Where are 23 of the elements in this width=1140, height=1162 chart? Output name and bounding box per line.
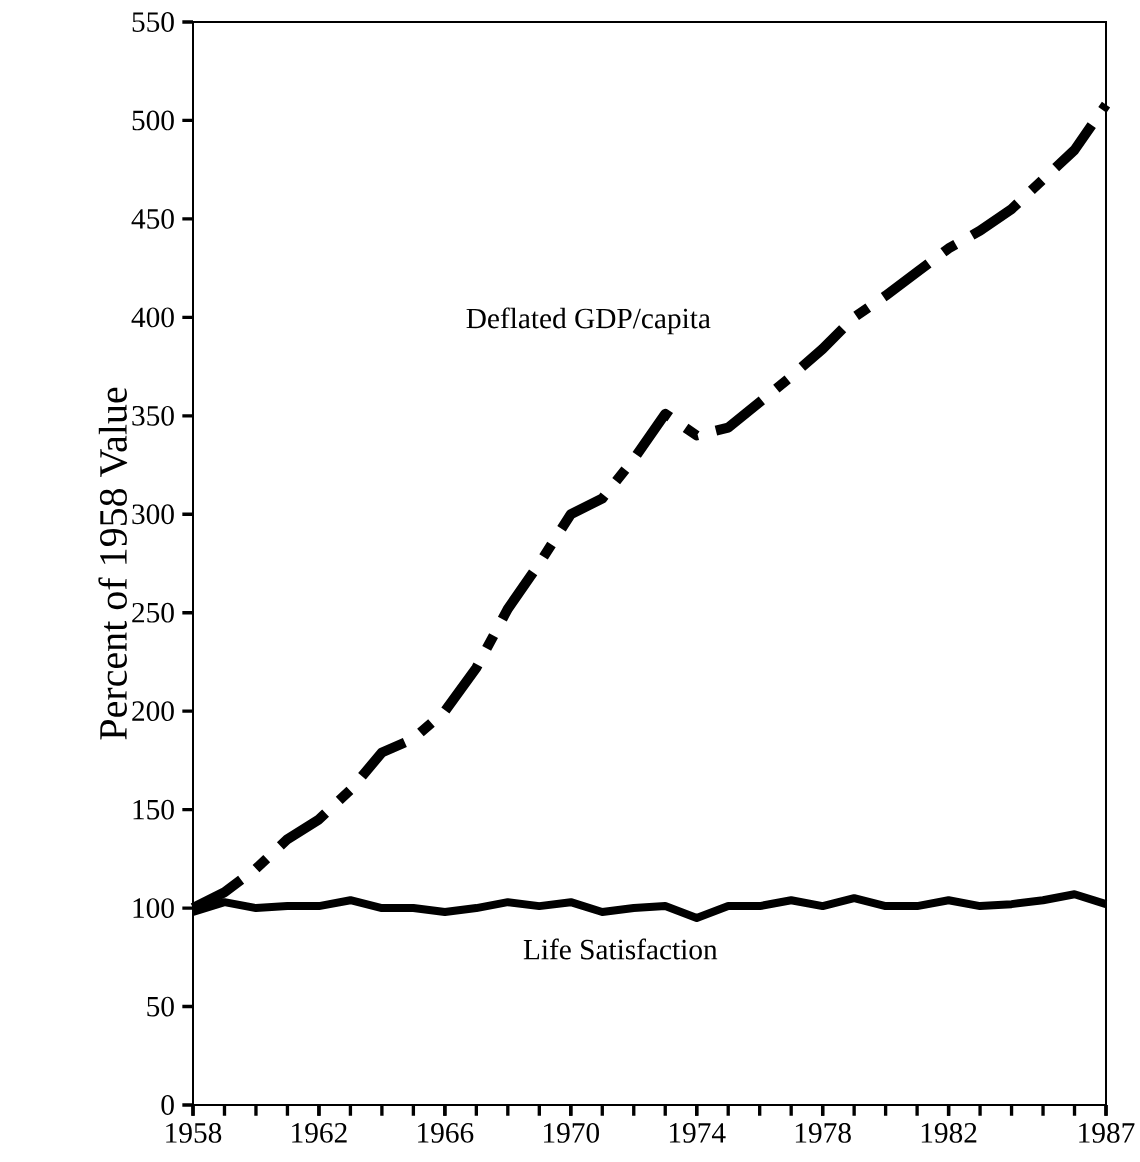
x-tick-label: 1966 [418,1123,474,1143]
series-label: Life Satisfaction [523,938,718,960]
y-tick-label: 300 [132,504,174,525]
y-tick-label: 200 [132,701,174,722]
y-tick-label: 400 [131,307,174,328]
y-tick-label: 500 [132,110,174,131]
y-tick-label: 550 [132,12,174,32]
x-tick-label: 1974 [669,1123,726,1143]
text: Deflated GDP/capita [466,307,711,335]
y-tick-label: 450 [131,209,174,229]
x-tick-label: 1978 [795,1123,851,1143]
y-tick-label: 50 [147,996,174,1017]
x-tick-label: 1982 [921,1123,977,1143]
y-tick-label: 100 [133,898,174,918]
y-tick-label: 250 [132,602,174,623]
x-tick-label: 1987 [1079,1123,1135,1143]
x-tick-label: 1970 [544,1123,600,1143]
y-tick-label: 350 [132,405,174,426]
y-axis-title: Percent of 1958 Value [98,387,128,740]
y-tick-label: 150 [133,799,174,820]
x-tick-label: 1962 [292,1123,347,1143]
y-tick-label: 0 [161,1095,174,1115]
x-tick-label: 1958 [166,1123,222,1143]
